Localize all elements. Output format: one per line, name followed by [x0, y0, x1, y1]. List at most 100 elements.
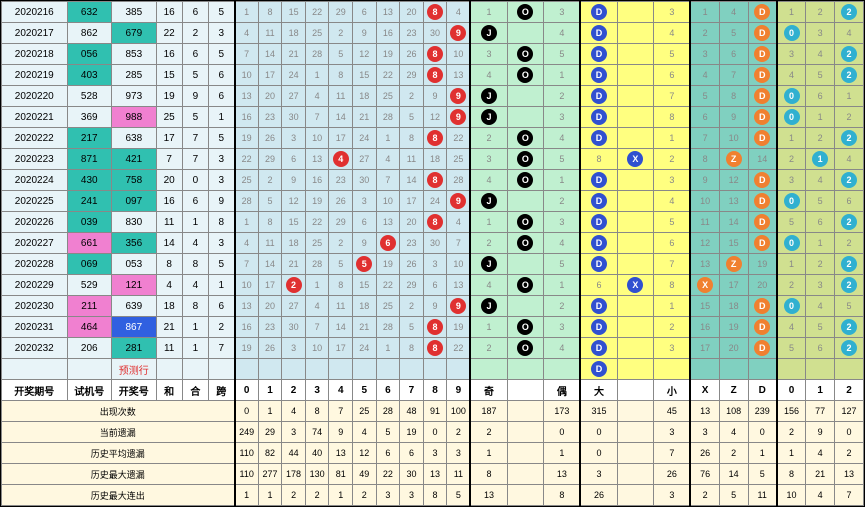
- r012-miss: 5: [806, 191, 835, 212]
- zd-miss: 2: [400, 86, 424, 107]
- dx-ball: D: [580, 191, 617, 212]
- zd-miss: 25: [305, 233, 329, 254]
- test-num: 369: [67, 107, 112, 128]
- r012-miss: 6: [806, 212, 835, 233]
- r012-miss: 4: [777, 317, 806, 338]
- data-row: 2020224430758200325291623307148284O1D391…: [2, 170, 864, 191]
- dx-miss: [617, 254, 654, 275]
- zd-miss: 28: [305, 44, 329, 65]
- open-num: 758: [112, 170, 157, 191]
- pred-label: 预测行: [112, 359, 157, 380]
- dx-miss: 5: [654, 212, 691, 233]
- open-num: 853: [112, 44, 157, 65]
- xzd-miss: 7: [690, 128, 719, 149]
- test-num: 217: [67, 128, 112, 149]
- test-num: 528: [67, 86, 112, 107]
- zd-miss: 26: [258, 128, 282, 149]
- issue-cell: 2020218: [2, 44, 68, 65]
- kua: 1: [208, 107, 234, 128]
- zd-miss: 11: [329, 296, 353, 317]
- test-num: 211: [67, 296, 112, 317]
- he: 19: [156, 86, 182, 107]
- qo-miss: 1: [470, 317, 507, 338]
- kua: 6: [208, 296, 234, 317]
- issue-cell: 2020225: [2, 191, 68, 212]
- zd-miss: 21: [353, 107, 377, 128]
- zd-miss: 21: [282, 254, 306, 275]
- dx-miss: [617, 23, 654, 44]
- xzd-miss: 19: [719, 317, 748, 338]
- zd-ball: 9: [447, 86, 471, 107]
- qo-miss: 3: [544, 317, 581, 338]
- zd-miss: 27: [282, 296, 306, 317]
- xzd-ball: D: [748, 65, 777, 86]
- xzd-ball: D: [748, 128, 777, 149]
- xzd-ball: X: [690, 275, 719, 296]
- dx-ball: D: [580, 86, 617, 107]
- open-num: 121: [112, 275, 157, 296]
- dx-ball: D: [580, 317, 617, 338]
- data-row: 20202180568531665714212851219268103O5D53…: [2, 44, 864, 65]
- hh: 6: [182, 44, 208, 65]
- zd-miss: 9: [353, 23, 377, 44]
- zd-miss: 22: [376, 275, 400, 296]
- zd-miss: 16: [235, 107, 259, 128]
- test-num: 069: [67, 254, 112, 275]
- hh: 1: [182, 317, 208, 338]
- qo-miss: 3: [544, 2, 581, 23]
- dx-ball: D: [580, 107, 617, 128]
- zd-miss: 6: [423, 275, 447, 296]
- qo-miss: [507, 254, 544, 275]
- zd-miss: 16: [305, 170, 329, 191]
- xzd-ball: D: [748, 107, 777, 128]
- qo-ball: J: [470, 191, 507, 212]
- issue-cell: 2020221: [2, 107, 68, 128]
- r012-miss: 6: [806, 86, 835, 107]
- issue-cell: 2020228: [2, 254, 68, 275]
- xzd-miss: 6: [690, 107, 719, 128]
- r012-miss: 2: [835, 107, 864, 128]
- test-num: 403: [67, 65, 112, 86]
- zd-miss: 12: [353, 44, 377, 65]
- he: 8: [156, 254, 182, 275]
- test-num: 430: [67, 170, 112, 191]
- hh: 4: [182, 233, 208, 254]
- zd-ball: 8: [423, 65, 447, 86]
- dx-miss: 2: [654, 317, 691, 338]
- zd-miss: 30: [282, 317, 306, 338]
- zd-miss: 7: [305, 107, 329, 128]
- zd-ball: 8: [423, 2, 447, 23]
- r012-miss: 2: [777, 149, 806, 170]
- zd-miss: 4: [447, 2, 471, 23]
- dx-miss: [617, 65, 654, 86]
- qo-ball: J: [470, 254, 507, 275]
- hh: 1: [182, 338, 208, 359]
- zd-ball: 8: [423, 128, 447, 149]
- open-num: 830: [112, 212, 157, 233]
- xzd-miss: 20: [719, 338, 748, 359]
- issue-cell: 2020226: [2, 212, 68, 233]
- issue-cell: 2020231: [2, 317, 68, 338]
- qo-miss: 1: [470, 2, 507, 23]
- dx-ball: D: [580, 2, 617, 23]
- data-row: 2020223871421773222961342741118253O58X28…: [2, 149, 864, 170]
- dx-miss: [617, 338, 654, 359]
- zd-miss: 19: [376, 254, 400, 275]
- issue-cell: 2020229: [2, 275, 68, 296]
- main-table: 202021663238516651815222961320841O3D314D…: [1, 1, 864, 507]
- zd-miss: 23: [329, 170, 353, 191]
- xzd-miss: 6: [719, 44, 748, 65]
- zd-miss: 7: [305, 317, 329, 338]
- zd-miss: 5: [329, 44, 353, 65]
- dx-ball: D: [580, 65, 617, 86]
- dx-miss: 6: [580, 275, 617, 296]
- zd-miss: 20: [258, 296, 282, 317]
- zd-miss: 13: [235, 296, 259, 317]
- zd-miss: 1: [235, 2, 259, 23]
- xzd-miss: 13: [690, 254, 719, 275]
- zd-miss: 1: [376, 128, 400, 149]
- zd-miss: 30: [423, 233, 447, 254]
- qo-miss: 2: [544, 296, 581, 317]
- zd-miss: 2: [258, 170, 282, 191]
- xzd-ball: D: [748, 170, 777, 191]
